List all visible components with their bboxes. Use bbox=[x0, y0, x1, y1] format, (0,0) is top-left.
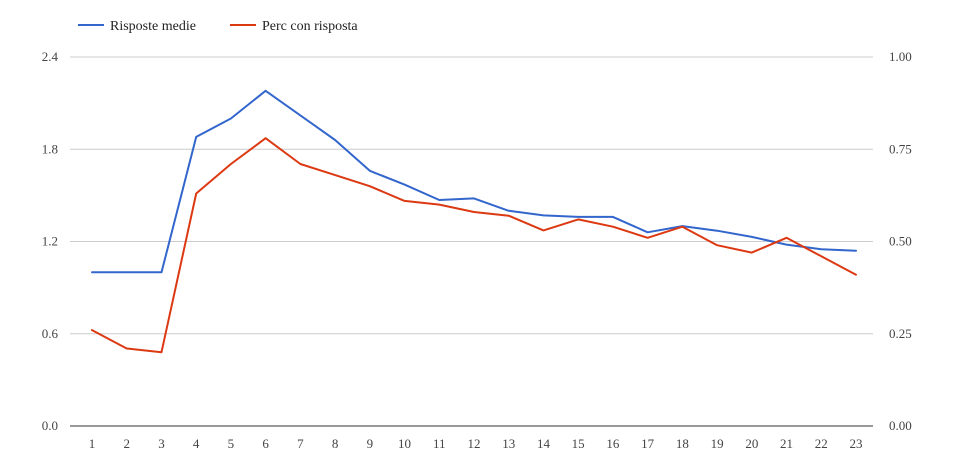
data-point-risposte-medie[interactable] bbox=[506, 208, 511, 213]
right-y-tick-label: 1.00 bbox=[889, 49, 912, 64]
left-y-tick-label: 0.0 bbox=[42, 418, 58, 433]
data-point-risposte-medie[interactable] bbox=[610, 214, 615, 219]
data-point-perc-con-risposta[interactable] bbox=[124, 346, 129, 351]
right-y-tick-label: 0.00 bbox=[889, 418, 912, 433]
data-point-risposte-medie[interactable] bbox=[333, 138, 338, 143]
data-point-perc-con-risposta[interactable] bbox=[402, 198, 407, 203]
data-point-perc-con-risposta[interactable] bbox=[749, 250, 754, 255]
x-tick-label: 17 bbox=[641, 436, 655, 451]
legend-item-risposte-medie[interactable]: Risposte medie bbox=[78, 19, 196, 34]
data-point-risposte-medie[interactable] bbox=[784, 242, 789, 247]
x-tick-label: 12 bbox=[468, 436, 481, 451]
x-tick-label: 20 bbox=[745, 436, 758, 451]
data-point-perc-con-risposta[interactable] bbox=[333, 173, 338, 178]
x-axis: 1 2 3 4 5 6 7 8 9 10 11 12 13 14 15 16 17 18 19 20 21 22 23 bbox=[89, 436, 863, 451]
data-point-perc-con-risposta[interactable] bbox=[228, 162, 233, 167]
data-point-risposte-medie[interactable] bbox=[541, 213, 546, 218]
data-point-risposte-medie[interactable] bbox=[90, 270, 95, 275]
data-point-risposte-medie[interactable] bbox=[194, 134, 199, 139]
data-point-perc-con-risposta[interactable] bbox=[90, 328, 95, 333]
x-tick-label: 1 bbox=[89, 436, 96, 451]
data-point-perc-con-risposta[interactable] bbox=[541, 228, 546, 233]
data-point-perc-con-risposta[interactable] bbox=[159, 350, 164, 355]
data-point-perc-con-risposta[interactable] bbox=[819, 254, 824, 259]
right-y-tick-label: 0.50 bbox=[889, 234, 912, 249]
left-y-tick-label: 1.2 bbox=[42, 234, 58, 249]
x-tick-label: 22 bbox=[815, 436, 828, 451]
legend-item-perc-con-risposta[interactable]: Perc con risposta bbox=[230, 19, 358, 34]
x-tick-label: 14 bbox=[537, 436, 551, 451]
data-point-perc-con-risposta[interactable] bbox=[680, 224, 685, 229]
x-tick-label: 10 bbox=[398, 436, 411, 451]
data-point-risposte-medie[interactable] bbox=[402, 182, 407, 187]
data-point-risposte-medie[interactable] bbox=[749, 234, 754, 239]
legend-label-perc-con-risposta: Perc con risposta bbox=[262, 19, 358, 34]
right-y-axis: 0.00 0.25 0.50 0.75 1.00 bbox=[889, 49, 912, 433]
gridlines bbox=[70, 56, 873, 427]
x-tick-label: 9 bbox=[367, 436, 374, 451]
data-point-risposte-medie[interactable] bbox=[645, 230, 650, 235]
data-point-perc-con-risposta[interactable] bbox=[298, 162, 303, 167]
data-point-risposte-medie[interactable] bbox=[298, 113, 303, 118]
data-point-risposte-medie[interactable] bbox=[367, 168, 372, 173]
x-tick-label: 4 bbox=[193, 436, 200, 451]
x-tick-label: 5 bbox=[228, 436, 235, 451]
left-y-tick-label: 1.8 bbox=[42, 141, 58, 156]
data-point-perc-con-risposta[interactable] bbox=[610, 224, 615, 229]
data-point-perc-con-risposta[interactable] bbox=[472, 209, 477, 214]
data-point-perc-con-risposta[interactable] bbox=[784, 235, 789, 240]
x-tick-label: 23 bbox=[850, 436, 863, 451]
data-point-perc-con-risposta[interactable] bbox=[367, 184, 372, 189]
legend: Risposte medie Perc con risposta bbox=[78, 19, 358, 34]
legend-label-risposte-medie: Risposte medie bbox=[110, 19, 196, 34]
x-tick-label: 15 bbox=[572, 436, 585, 451]
x-tick-label: 19 bbox=[711, 436, 724, 451]
x-tick-label: 6 bbox=[262, 436, 269, 451]
right-y-tick-label: 0.25 bbox=[889, 326, 912, 341]
data-point-risposte-medie[interactable] bbox=[854, 248, 859, 253]
data-point-risposte-medie[interactable] bbox=[819, 247, 824, 252]
data-point-risposte-medie[interactable] bbox=[715, 228, 720, 233]
data-point-perc-con-risposta[interactable] bbox=[715, 243, 720, 248]
x-tick-label: 3 bbox=[158, 436, 165, 451]
data-point-perc-con-risposta[interactable] bbox=[854, 272, 859, 277]
series-line-perc-con-risposta bbox=[91, 137, 857, 354]
data-point-risposte-medie[interactable] bbox=[228, 116, 233, 121]
data-point-risposte-medie[interactable] bbox=[263, 88, 268, 93]
data-point-risposte-medie[interactable] bbox=[124, 270, 129, 275]
x-tick-label: 13 bbox=[502, 436, 515, 451]
data-point-perc-con-risposta[interactable] bbox=[194, 191, 199, 196]
data-point-perc-con-risposta[interactable] bbox=[576, 217, 581, 222]
left-y-axis: 0.0 0.6 1.2 1.8 2.4 bbox=[42, 49, 59, 433]
data-point-risposte-medie[interactable] bbox=[472, 196, 477, 201]
data-point-risposte-medie[interactable] bbox=[159, 270, 164, 275]
x-tick-label: 18 bbox=[676, 436, 689, 451]
data-point-perc-con-risposta[interactable] bbox=[263, 136, 268, 141]
x-tick-label: 11 bbox=[433, 436, 446, 451]
data-point-perc-con-risposta[interactable] bbox=[506, 213, 511, 218]
data-point-perc-con-risposta[interactable] bbox=[437, 202, 442, 207]
data-point-perc-con-risposta[interactable] bbox=[645, 235, 650, 240]
data-point-risposte-medie[interactable] bbox=[437, 197, 442, 202]
x-tick-label: 16 bbox=[606, 436, 620, 451]
right-y-tick-label: 0.75 bbox=[889, 141, 912, 156]
left-y-tick-label: 2.4 bbox=[42, 49, 59, 64]
x-tick-label: 2 bbox=[123, 436, 130, 451]
left-y-tick-label: 0.6 bbox=[42, 326, 59, 341]
x-tick-label: 8 bbox=[332, 436, 339, 451]
x-tick-label: 7 bbox=[297, 436, 304, 451]
series-line-risposte-medie bbox=[91, 89, 857, 274]
x-tick-label: 21 bbox=[780, 436, 793, 451]
series-lines bbox=[90, 88, 859, 355]
